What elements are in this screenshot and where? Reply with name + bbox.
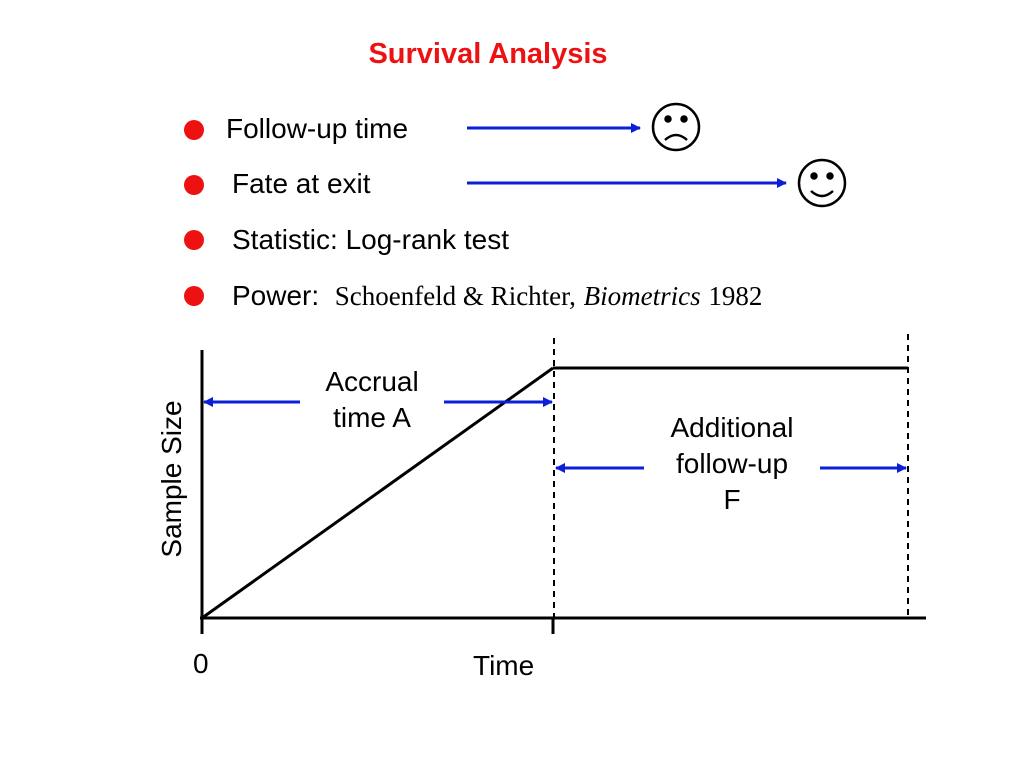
accrual-label-line1: Accrual bbox=[325, 366, 419, 397]
citation-journal: Biometrics bbox=[583, 281, 701, 311]
origin-label: 0 bbox=[193, 648, 209, 679]
accrual-label-line2: time A bbox=[333, 402, 411, 433]
page-title: Survival Analysis bbox=[368, 38, 608, 70]
bullet-dot-4 bbox=[184, 286, 204, 306]
smile-face-icon bbox=[797, 158, 847, 208]
y-axis-label: Sample Size bbox=[156, 400, 187, 558]
frown-face-icon bbox=[651, 102, 701, 152]
bullet-dot-2 bbox=[184, 175, 204, 195]
bullet-dot-3 bbox=[184, 230, 204, 250]
bullet-power: Power: Schoenfeld & Richter, Biometrics … bbox=[232, 280, 762, 312]
followup-label-line1: Additional bbox=[670, 412, 794, 443]
followup-label-line3: F bbox=[723, 484, 741, 515]
x-axis-label: Time bbox=[473, 650, 535, 681]
bullet-dot-1 bbox=[184, 120, 204, 140]
bullet-fate-at-exit: Fate at exit bbox=[232, 168, 371, 199]
citation-authors: Schoenfeld & Richter, bbox=[334, 281, 576, 311]
additional-followup-label: Additional follow-up F bbox=[642, 410, 822, 518]
citation-year: 1982 bbox=[708, 281, 763, 311]
bullet-follow-up-time: Follow-up time bbox=[226, 113, 409, 144]
bullet-statistic: Statistic: Log-rank test bbox=[232, 224, 510, 255]
accrual-ramp-line bbox=[201, 366, 554, 620]
power-label: Power: bbox=[232, 280, 320, 311]
accrual-time-label: Accrual time A bbox=[300, 364, 444, 436]
followup-label-line2: follow-up bbox=[675, 448, 789, 479]
